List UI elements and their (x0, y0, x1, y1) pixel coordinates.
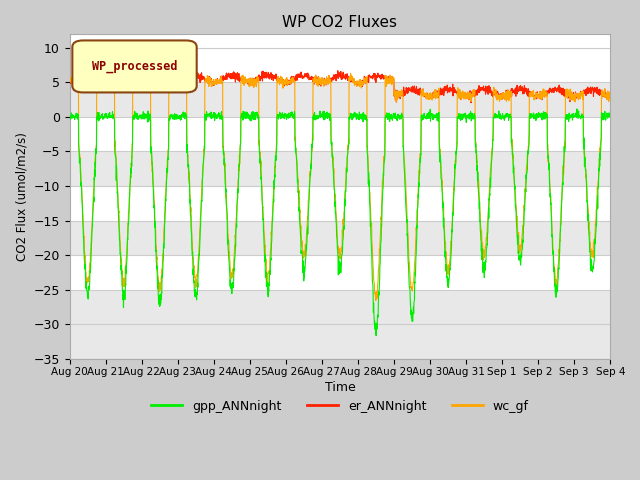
gpp_ANNnight (497, 116, 505, 122)
Line: er_ANNnight: er_ANNnight (70, 70, 611, 103)
er_ANNnight (559, 85, 567, 91)
wc_gf (217, 76, 225, 82)
Bar (70, 255, 611, 290)
er_ANNnight (217, 75, 225, 81)
Bar (70, 221, 611, 255)
X-axis label: Time: Time (324, 381, 355, 394)
gpp_ANNnight (367, 239, 375, 244)
gpp_ANNnight (66, 113, 74, 119)
wc_gf (367, 221, 375, 227)
wc_gf (372, 298, 380, 303)
gpp_ANNnight (607, 109, 614, 115)
Text: WP_processed: WP_processed (92, 60, 177, 73)
gpp_ANNnight (216, 113, 224, 119)
er_ANNnight (164, 67, 172, 73)
Bar (70, 186, 611, 221)
Bar (70, 83, 611, 117)
er_ANNnight (367, 74, 375, 80)
Bar (70, 152, 611, 186)
gpp_ANNnight (372, 333, 380, 338)
gpp_ANNnight (573, 106, 580, 112)
Legend: gpp_ANNnight, er_ANNnight, wc_gf: gpp_ANNnight, er_ANNnight, wc_gf (146, 395, 534, 418)
Bar (70, 117, 611, 152)
wc_gf (66, 78, 74, 84)
Bar (70, 290, 611, 359)
wc_gf (574, 95, 582, 101)
er_ANNnight (467, 100, 475, 106)
Y-axis label: CO2 Flux (umol/m2/s): CO2 Flux (umol/m2/s) (15, 132, 28, 261)
Line: wc_gf: wc_gf (70, 72, 611, 300)
wc_gf (147, 69, 154, 75)
er_ANNnight (356, 83, 364, 89)
wc_gf (607, 95, 614, 101)
wc_gf (356, 84, 364, 90)
gpp_ANNnight (355, 109, 363, 115)
er_ANNnight (607, 95, 614, 100)
wc_gf (497, 92, 505, 97)
wc_gf (559, 170, 567, 176)
er_ANNnight (574, 95, 582, 100)
er_ANNnight (66, 80, 74, 85)
Bar (70, 48, 611, 83)
Line: gpp_ANNnight: gpp_ANNnight (70, 109, 611, 336)
Title: WP CO2 Fluxes: WP CO2 Fluxes (282, 15, 397, 30)
gpp_ANNnight (559, 180, 566, 185)
gpp_ANNnight (574, 115, 582, 120)
er_ANNnight (497, 94, 505, 99)
FancyBboxPatch shape (72, 40, 196, 93)
